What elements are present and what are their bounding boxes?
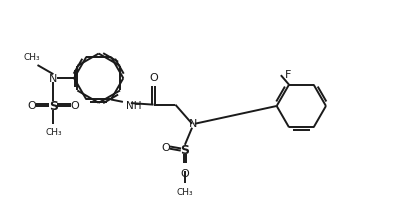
- Text: CH₃: CH₃: [45, 128, 62, 136]
- Text: S: S: [180, 143, 190, 156]
- Text: F: F: [285, 70, 291, 80]
- Text: O: O: [180, 169, 189, 178]
- Text: CH₃: CH₃: [23, 53, 40, 62]
- Text: CH₃: CH₃: [176, 187, 193, 196]
- Text: N: N: [189, 118, 197, 128]
- Text: S: S: [49, 99, 58, 112]
- Text: O: O: [70, 101, 79, 111]
- Text: N: N: [49, 74, 58, 84]
- Text: O: O: [28, 101, 36, 111]
- Text: NH: NH: [126, 100, 142, 110]
- Text: O: O: [161, 143, 170, 152]
- Text: O: O: [149, 73, 158, 83]
